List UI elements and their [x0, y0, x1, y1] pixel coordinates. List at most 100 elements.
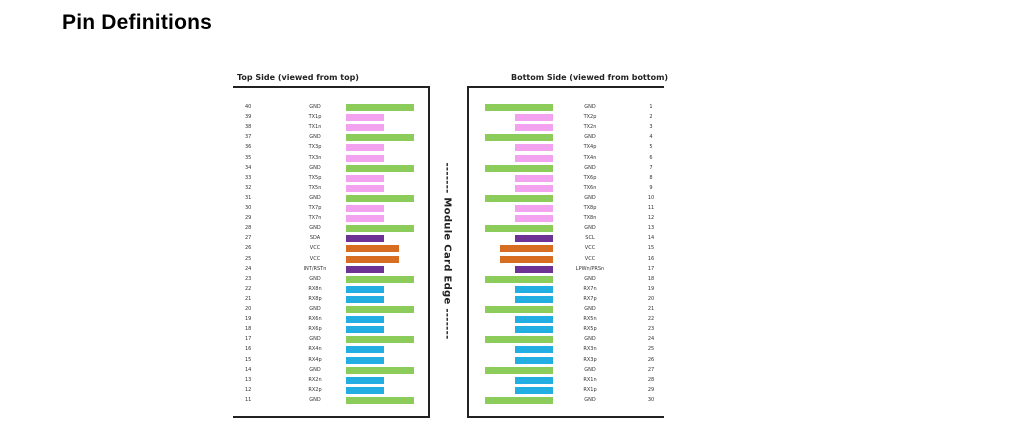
pin-number: 14 — [647, 235, 655, 242]
pin-number: 15 — [647, 245, 655, 252]
pin-bar-diff — [515, 154, 553, 162]
pin-row: 19 RX7n — [469, 284, 664, 294]
pin-number: 17 — [245, 336, 252, 343]
pin-bar-rx — [346, 346, 384, 354]
pin-number: 2 — [649, 114, 653, 121]
pin-bar-diff — [515, 144, 553, 152]
pin-row: 26 RX3p — [469, 355, 664, 365]
pin-bar-gnd — [485, 275, 553, 283]
pin-signal: GND — [584, 104, 596, 110]
pin-bar-gnd — [346, 164, 414, 172]
pin-bar-gnd — [346, 275, 414, 283]
pin-signal: TX6n — [583, 184, 597, 191]
pin-bar-gnd — [485, 194, 553, 202]
pin-signal: GND — [309, 134, 321, 141]
pin-bar-rx — [515, 285, 553, 293]
pin-signal: RX6p — [308, 326, 322, 333]
pin-row: 21 GND — [469, 304, 664, 314]
pin-signal: TX2p — [583, 114, 597, 121]
pin-row: 12 TX8n — [469, 213, 664, 223]
pin-number: 18 — [647, 275, 655, 282]
pin-bar-rx — [346, 295, 384, 303]
pin-number: 3 — [649, 124, 653, 131]
pin-number: 17 — [647, 265, 655, 272]
pin-row: 32 TX5n — [233, 183, 428, 193]
pin-row: 25 VCC — [233, 254, 428, 264]
pin-row: 11 GND — [233, 395, 428, 405]
pin-bar-rx — [346, 316, 384, 324]
pin-row: 21 RX8p — [233, 294, 428, 304]
pin-row: 13 RX2n — [233, 375, 428, 385]
pin-bar-diff — [346, 184, 384, 192]
pin-bar-gnd — [485, 306, 553, 313]
pin-signal: LPWn/PRSn — [575, 265, 605, 272]
pin-row: 2 TX2p — [469, 112, 664, 122]
module-card-edge-text: ------- Module Card Edge ------- — [441, 162, 453, 340]
pin-row: 1 GND — [469, 102, 664, 112]
pin-signal: GND — [584, 396, 596, 403]
pin-row: 40 GND — [233, 102, 428, 112]
pin-number: 34 — [245, 164, 252, 171]
pin-bar-rx — [515, 356, 553, 364]
pin-bar-diff — [346, 124, 384, 132]
pin-bar-diff — [515, 205, 553, 212]
pin-row: 17 GND — [233, 334, 428, 344]
pin-number: 11 — [647, 205, 655, 211]
pin-number: 14 — [245, 366, 252, 373]
pin-signal: TX6p — [583, 174, 597, 181]
module-card-edge-label: ------- Module Card Edge ------- — [436, 162, 458, 340]
pin-number: 25 — [647, 346, 655, 353]
pin-row: 24 GND — [469, 334, 664, 344]
pin-row: 28 GND — [233, 223, 428, 233]
pin-row: 27 SDA — [233, 233, 428, 243]
pin-number: 22 — [647, 316, 655, 323]
pin-row: 15 RX4p — [233, 355, 428, 365]
pin-bar-rx — [515, 316, 553, 324]
pin-signal: RX4p — [308, 356, 322, 363]
pin-number: 12 — [245, 386, 252, 393]
pin-signal: RX5p — [583, 326, 597, 333]
pin-number: 20 — [647, 295, 655, 302]
pin-bar-rx — [346, 376, 384, 384]
pin-bar-diff — [346, 154, 384, 162]
pin-signal: GND — [309, 225, 321, 232]
pin-bar-diff — [515, 184, 553, 192]
pin-number: 37 — [245, 134, 252, 141]
pin-bar-ctrl — [346, 235, 384, 243]
pin-number: 8 — [649, 174, 653, 181]
pin-bar-rx — [515, 346, 553, 354]
pin-bar-rx — [346, 326, 384, 334]
pin-signal: GND — [584, 134, 596, 141]
pin-number: 19 — [647, 285, 655, 292]
pin-number: 1 — [649, 104, 653, 110]
pin-signal: VCC — [584, 255, 596, 262]
pin-signal: INT/RSTn — [303, 265, 327, 272]
pin-row: 19 RX6n — [233, 314, 428, 324]
pin-row: 16 RX4n — [233, 344, 428, 354]
pin-signal: GND — [584, 275, 596, 282]
pin-bar-vcc — [500, 255, 553, 263]
bottom-side-title: Bottom Side (viewed from bottom) — [511, 73, 669, 82]
pin-bar-gnd — [485, 336, 553, 344]
pin-row: 11 TX8p — [469, 203, 664, 213]
pin-bar-gnd — [346, 194, 414, 202]
pin-number: 5 — [649, 144, 653, 151]
pin-number: 7 — [649, 164, 653, 171]
pin-signal: SDA — [309, 235, 321, 242]
pin-signal: GND — [309, 306, 321, 312]
pin-signal: RX3p — [583, 356, 597, 363]
pin-signal: GND — [584, 194, 596, 201]
pin-row: 31 GND — [233, 193, 428, 203]
top-side-title: Top Side (viewed from top) — [237, 73, 359, 82]
pin-bar-vcc — [346, 255, 399, 263]
pin-number: 38 — [245, 124, 252, 131]
pin-row: 37 GND — [233, 132, 428, 142]
pin-signal: TX1n — [308, 124, 322, 131]
pin-number: 21 — [245, 295, 252, 302]
pin-signal: RX8n — [308, 285, 322, 292]
pin-bar-diff — [515, 174, 553, 182]
pin-row: 10 GND — [469, 193, 664, 203]
pin-row: 22 RX5n — [469, 314, 664, 324]
pin-signal: RX7p — [583, 295, 597, 302]
page-title: Pin Definitions — [62, 11, 212, 34]
